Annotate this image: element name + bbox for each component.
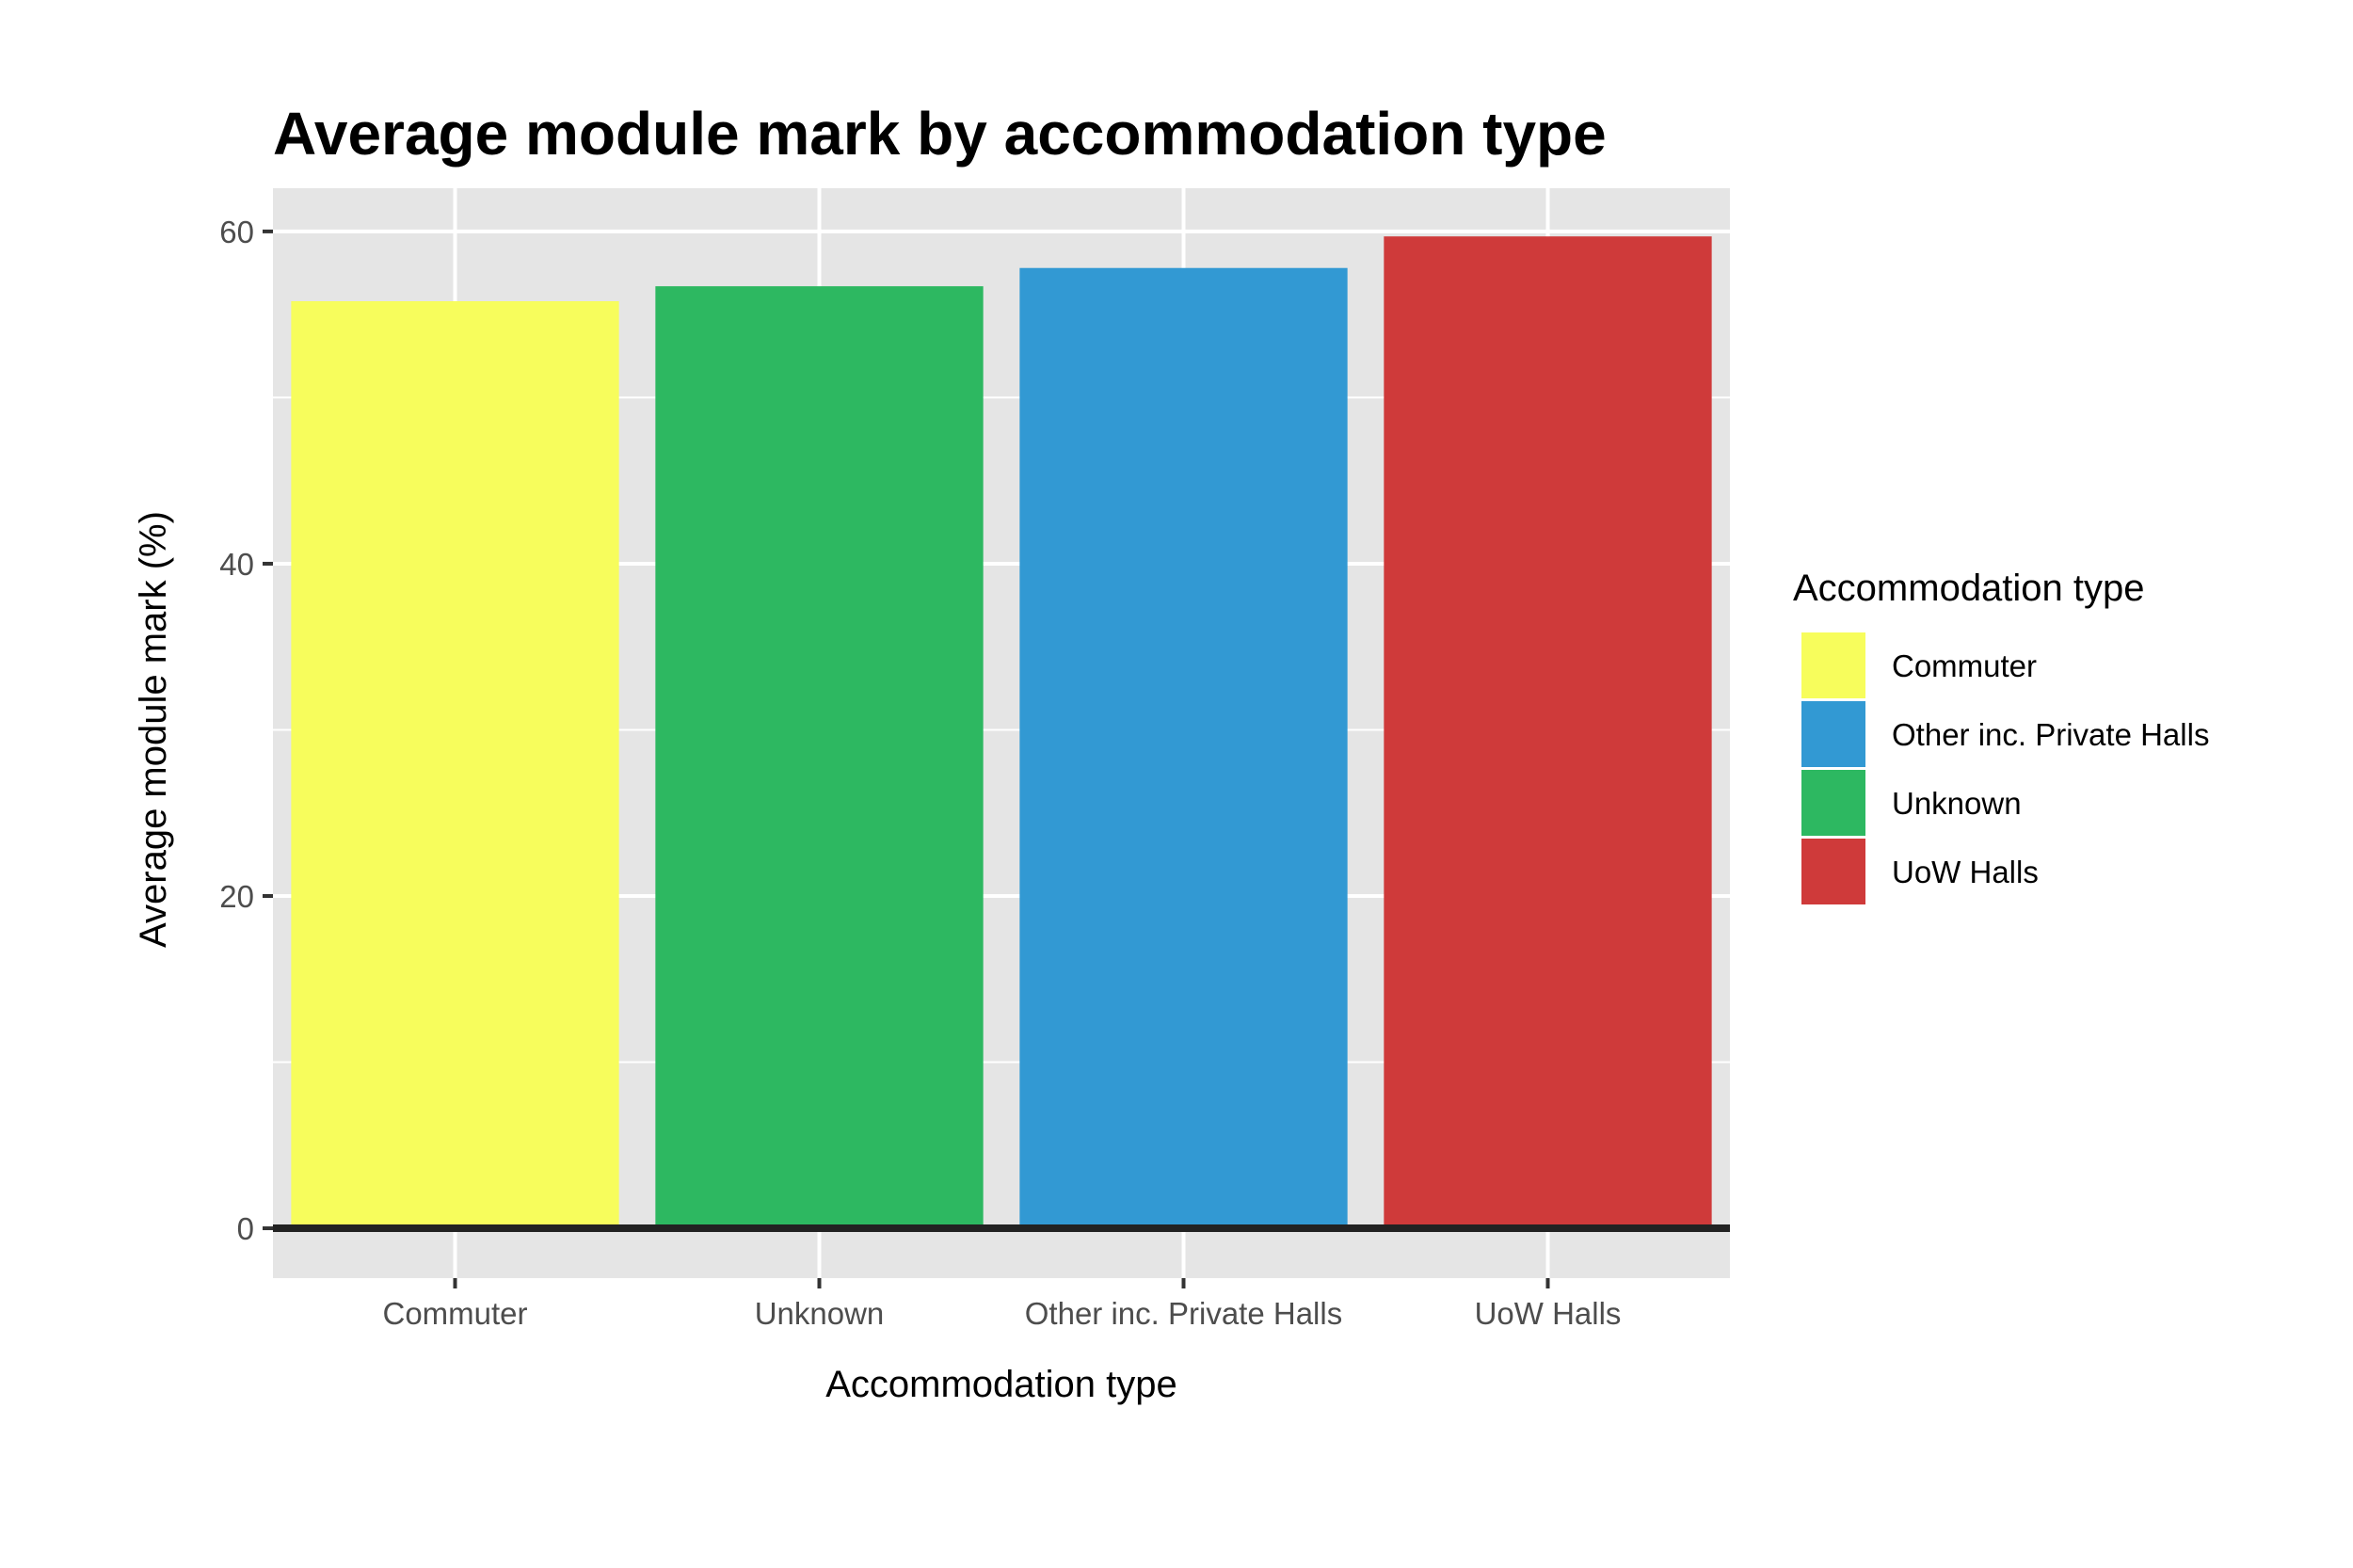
legend: Accommodation type Commuter Other inc. Pr… <box>1793 568 2209 904</box>
legend-label: UoW Halls <box>1892 855 2039 889</box>
y-axis: 0 20 40 60 <box>219 215 273 1246</box>
x-tick-label: Unknown <box>755 1296 885 1331</box>
legend-label: Commuter <box>1892 648 2037 683</box>
y-tick-label: 40 <box>219 547 254 582</box>
y-tick-label: 60 <box>219 215 254 249</box>
x-axis: Commuter Unknown Other inc. Private Halls U… <box>382 1278 1621 1331</box>
x-tick-label: UoW Halls <box>1475 1296 1622 1331</box>
x-axis-title: Accommodation type <box>825 1364 1177 1405</box>
legend-title: Accommodation type <box>1793 568 2145 609</box>
y-axis-title: Average module mark (%) <box>133 511 174 948</box>
bars <box>291 236 1712 1229</box>
x-tick-label: Commuter <box>382 1296 527 1331</box>
legend-key <box>1801 770 1865 836</box>
legend-key <box>1801 839 1865 904</box>
bar-commuter <box>291 301 619 1229</box>
legend-label: Unknown <box>1892 786 2022 821</box>
legend-key <box>1801 701 1865 767</box>
y-tick-label: 20 <box>219 879 254 914</box>
y-tick-label: 0 <box>237 1211 254 1246</box>
x-tick-label: Other inc. Private Halls <box>1025 1296 1342 1331</box>
chart-title: Average module mark by accommodation typ… <box>273 100 1607 168</box>
legend-label: Other inc. Private Halls <box>1892 717 2209 752</box>
legend-key <box>1801 632 1865 698</box>
bar-unknown <box>655 286 984 1229</box>
bar-uow-halls <box>1384 236 1712 1229</box>
bar-other-inc-private-halls <box>1019 267 1348 1229</box>
